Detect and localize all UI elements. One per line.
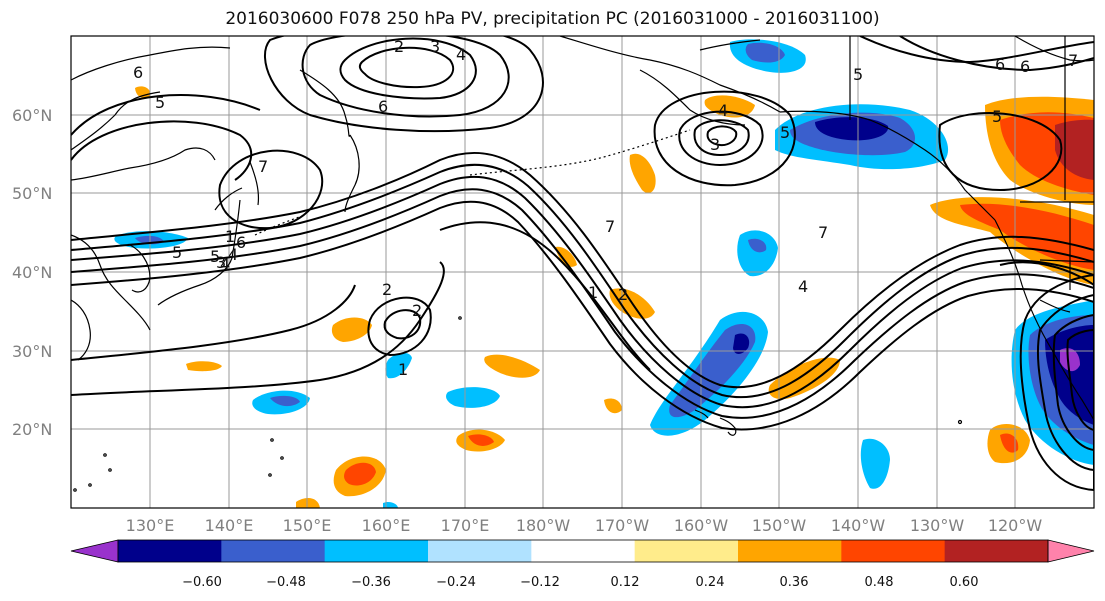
lon-label: 120°W xyxy=(988,516,1043,535)
lat-label: 40°N xyxy=(12,263,52,282)
contour-label: 6 xyxy=(378,97,388,116)
contour-label: 4 xyxy=(220,255,230,274)
colorbar-segment xyxy=(118,540,222,562)
contour-label: 5 xyxy=(155,93,165,112)
colorbar-segment xyxy=(944,540,1049,562)
colorbar-tick-label: −0.60 xyxy=(182,575,222,590)
contour-label: 5 xyxy=(853,65,863,84)
contour-label: 1 xyxy=(588,283,598,302)
colorbar-tick-label: −0.12 xyxy=(520,575,560,590)
precip-shading xyxy=(114,39,1094,508)
contour-label: 5 xyxy=(210,247,220,266)
contour-label: 3 xyxy=(430,37,440,56)
contour-label: 3 xyxy=(216,253,226,272)
lat-label: 30°N xyxy=(12,342,52,361)
colorbar-segment xyxy=(428,540,532,562)
colorbar xyxy=(70,539,1095,563)
contour-label: 5 xyxy=(172,243,182,262)
contour-labels: 2 3 4 5 6 7 1 2 3 4 5 6 7 1 2 3 4 5 6 1 … xyxy=(133,37,1078,379)
colorbar-tick-label: 0.36 xyxy=(780,575,809,590)
contour-label: 5 xyxy=(780,123,790,142)
lon-label: 130°E xyxy=(126,516,175,535)
contour-label: 4 xyxy=(456,45,466,64)
contour-label: 6 xyxy=(1020,57,1030,76)
longitude-labels: 130°E 140°E 150°E 160°E 170°E 180°W 170°… xyxy=(126,516,1043,535)
lat-label: 20°N xyxy=(12,420,52,439)
contour-label: 4 xyxy=(798,277,808,296)
latitude-labels: 60°N 50°N 40°N 30°N 20°N xyxy=(12,106,52,439)
colorbar-tick-label: −0.48 xyxy=(266,575,306,590)
lat-label: 60°N xyxy=(12,106,52,125)
colorbar-segment xyxy=(531,540,636,562)
contour-label: 7 xyxy=(258,157,268,176)
contour-label: 2 xyxy=(618,285,628,304)
lon-label: 140°E xyxy=(205,516,254,535)
lon-label: 150°E xyxy=(283,516,332,535)
contour-label: 7 xyxy=(605,217,615,236)
colorbar-extend-high xyxy=(1047,539,1095,563)
colorbar-segment xyxy=(634,540,739,562)
pv-contours xyxy=(71,36,1094,492)
colorbar-tick-label: 0.12 xyxy=(611,575,640,590)
colorbar-tick-label: −0.24 xyxy=(436,575,476,590)
colorbar-tick-label: 0.60 xyxy=(950,575,979,590)
map-title: 2016030600 F078 250 hPa PV, precipitatio… xyxy=(225,9,880,29)
lat-label: 50°N xyxy=(12,184,52,203)
lon-label: 170°E xyxy=(441,516,490,535)
contour-label: 2 xyxy=(382,280,392,299)
colorbar-ticks: −0.60 −0.48 −0.36 −0.24 −0.12 0.12 0.24 … xyxy=(182,575,978,590)
colorbar-segment xyxy=(324,540,429,562)
contour-label: 4 xyxy=(718,101,728,120)
contour-label: 1 xyxy=(398,360,408,379)
lon-label: 160°W xyxy=(674,516,729,535)
contour-label: 4 xyxy=(228,245,238,264)
colorbar-segment xyxy=(221,540,326,562)
lon-label: 150°W xyxy=(752,516,807,535)
lon-label: 160°E xyxy=(362,516,411,535)
contour-label: 2 xyxy=(412,301,422,320)
graticule xyxy=(71,36,1094,508)
contour-label: 6 xyxy=(995,55,1005,74)
lon-label: 140°W xyxy=(831,516,886,535)
colorbar-segment xyxy=(841,540,946,562)
contour-label: 1 xyxy=(225,227,235,246)
contour-label: 3 xyxy=(710,135,720,154)
contour-label: 6 xyxy=(133,63,143,82)
contour-label: 7 xyxy=(818,223,828,242)
contour-label: 7 xyxy=(1068,51,1078,70)
colorbar-frame xyxy=(117,539,1049,563)
colorbar-tick-label: −0.36 xyxy=(351,575,391,590)
contour-label: 5 xyxy=(992,107,1002,126)
colorbar-tick-label: 0.24 xyxy=(696,575,725,590)
lon-label: 180°W xyxy=(516,516,571,535)
plot-frame xyxy=(70,35,1095,509)
contour-label: 6 xyxy=(236,233,246,252)
contour-label: 2 xyxy=(394,37,404,56)
colorbar-segment xyxy=(738,540,842,562)
colorbar-extend-low xyxy=(70,539,119,563)
colorbar-tick-label: 0.48 xyxy=(865,575,894,590)
lon-label: 130°W xyxy=(910,516,965,535)
lon-label: 170°W xyxy=(595,516,650,535)
